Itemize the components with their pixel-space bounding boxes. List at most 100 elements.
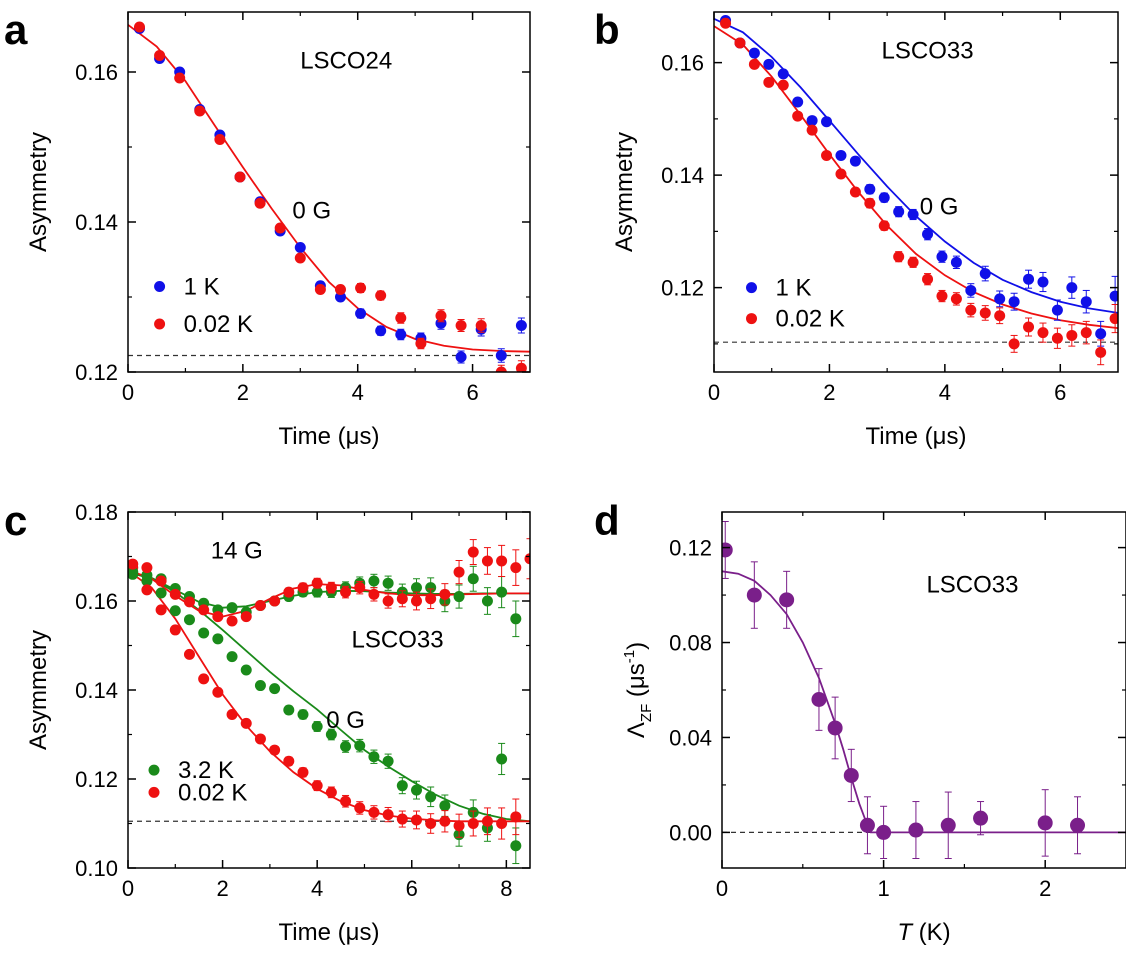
data-point [325, 786, 337, 798]
data-point [1051, 304, 1063, 316]
data-point [311, 586, 323, 598]
data-point [340, 586, 352, 598]
data-point [212, 686, 224, 698]
data-point [1095, 346, 1107, 358]
y-tick-label: 0.04 [669, 725, 712, 750]
data-point [198, 673, 210, 685]
y-tick-label: 0.12 [75, 360, 118, 385]
data-point [226, 708, 238, 720]
data-point [876, 824, 892, 840]
legend-marker [148, 786, 160, 798]
data-point [1037, 815, 1053, 831]
data-point [212, 611, 224, 623]
data-point [425, 582, 437, 594]
fit-curve [722, 570, 1126, 834]
y-tick-label: 0.14 [661, 163, 704, 188]
annotation-label: 0 G [292, 197, 331, 224]
x-tick-label: 6 [466, 380, 478, 405]
data-point [198, 627, 210, 639]
data-point [510, 840, 522, 852]
y-tick-label: 0.14 [75, 210, 118, 235]
data-point [965, 284, 977, 296]
x-tick-label: 0 [122, 876, 134, 901]
data-point [777, 79, 789, 91]
y-tick-label: 0.10 [75, 856, 118, 881]
data-point [254, 599, 266, 611]
data-point [994, 293, 1006, 305]
data-point [510, 562, 522, 574]
data-point [979, 307, 991, 319]
data-point [763, 76, 775, 88]
annotation-label: LSCO33 [882, 38, 974, 65]
data-point [467, 573, 479, 585]
data-point [792, 96, 804, 108]
x-tick-label: 2 [1039, 876, 1051, 901]
data-point [979, 268, 991, 280]
data-point [835, 168, 847, 180]
plot-frame [127, 11, 531, 373]
error-bar [526, 538, 530, 580]
series-0.02-K [128, 538, 530, 627]
data-point [746, 587, 762, 603]
data-point [410, 784, 422, 796]
data-point [481, 815, 493, 827]
x-tick-label: 0 [708, 380, 720, 405]
data-point [496, 555, 508, 567]
data-point [354, 582, 366, 594]
data-point [410, 582, 422, 594]
data-point [849, 155, 861, 167]
data-point [748, 58, 760, 70]
data-point [994, 310, 1006, 322]
data-point [183, 648, 195, 660]
x-tick-label: 2 [237, 380, 249, 405]
data-point [269, 595, 281, 607]
data-point [254, 680, 266, 692]
data-point [334, 284, 346, 295]
data-point [806, 115, 818, 127]
data-point [1109, 313, 1118, 325]
data-point [368, 588, 380, 600]
data-point [859, 817, 875, 833]
data-point [311, 780, 323, 792]
data-point [467, 818, 479, 829]
x-tick-label: 2 [216, 876, 228, 901]
data-point [425, 791, 437, 803]
panel-d: d 0 1 2 0.00 0.04 0.08 0.12 T (K) ΛZF (μs-1) LSCO3… [594, 497, 1126, 946]
data-point [395, 312, 407, 324]
y-tick-label: 0.12 [661, 276, 704, 301]
data-point [355, 282, 367, 294]
data-point [294, 242, 306, 253]
legend-label: 0.02 K [178, 779, 247, 806]
series-data [722, 520, 1086, 860]
y-tick-label: 0.16 [75, 589, 118, 614]
data-point [226, 651, 238, 663]
data-point [254, 733, 266, 745]
data-point [843, 767, 859, 783]
data-point [297, 582, 309, 594]
data-point [396, 593, 408, 605]
data-point [269, 744, 281, 756]
data-point [1080, 296, 1092, 308]
y-axis-title: ΛZF (μs-1) [621, 642, 655, 738]
data-point [314, 284, 326, 295]
x-axis-title: T (K) [897, 919, 950, 946]
data-point [922, 273, 934, 285]
annotation-label: 0 G [920, 194, 959, 221]
legend-label: 1 K [776, 275, 812, 302]
data-point [226, 615, 238, 627]
data-point [720, 17, 732, 29]
data-point [141, 569, 153, 581]
data-point [453, 566, 465, 578]
legend-label: 3.2 K [178, 757, 234, 784]
data-point [811, 691, 827, 707]
data-point [1037, 327, 1049, 339]
x-tick-label: 6 [406, 876, 418, 901]
data-point [1008, 296, 1020, 308]
panel-letter: d [594, 497, 620, 544]
data-point [274, 222, 286, 234]
data-point [515, 362, 527, 372]
data-point [1080, 327, 1092, 339]
legend-label: 0.02 K [184, 311, 253, 338]
data-point [141, 584, 153, 596]
y-tick-label: 0.16 [75, 60, 118, 85]
